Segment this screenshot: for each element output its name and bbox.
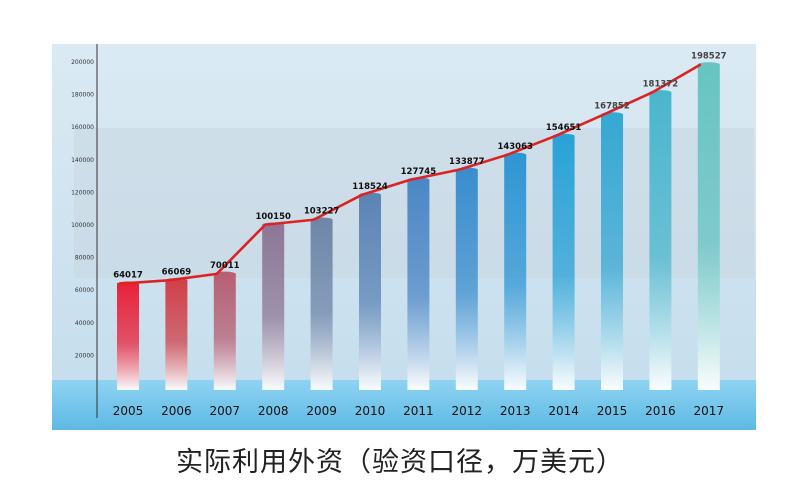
x-tick-label: 2006 bbox=[161, 404, 192, 418]
data-label: 154651 bbox=[546, 123, 582, 133]
data-label: 127745 bbox=[401, 167, 437, 177]
bar-2015 bbox=[601, 114, 623, 390]
bar-2016 bbox=[649, 92, 672, 390]
bar-2011 bbox=[407, 179, 430, 390]
y-tick-label: 40000 bbox=[75, 320, 94, 327]
y-tick-label: 200000 bbox=[71, 59, 94, 66]
y-tick-label: 20000 bbox=[75, 352, 94, 359]
y-tick-label: 160000 bbox=[71, 124, 94, 131]
bar-2008 bbox=[262, 224, 285, 390]
x-tick-label: 2011 bbox=[403, 404, 434, 418]
bar-2007 bbox=[213, 273, 236, 390]
data-label: 167852 bbox=[594, 101, 630, 111]
data-label: 133877 bbox=[449, 157, 485, 167]
data-label: 70011 bbox=[210, 261, 240, 271]
bar-2017 bbox=[697, 64, 720, 390]
x-tick-label: 2016 bbox=[645, 404, 676, 418]
bar-2009 bbox=[310, 219, 333, 390]
x-tick-label: 2017 bbox=[694, 404, 725, 418]
y-tick-label: 60000 bbox=[75, 287, 94, 294]
x-tick-label: 2010 bbox=[355, 404, 386, 418]
data-label: 103227 bbox=[304, 207, 340, 217]
data-label: 64017 bbox=[113, 271, 143, 281]
bar-cap bbox=[697, 62, 720, 67]
x-tick-label: 2014 bbox=[548, 404, 579, 418]
x-tick-label: 2013 bbox=[500, 404, 531, 418]
x-tick-label: 2015 bbox=[597, 404, 628, 418]
data-label: 198527 bbox=[691, 51, 727, 61]
data-label: 118524 bbox=[352, 182, 388, 192]
bar-2014 bbox=[552, 135, 575, 390]
data-label: 181372 bbox=[643, 79, 679, 89]
y-tick-label: 180000 bbox=[71, 92, 94, 99]
bar-2005 bbox=[117, 283, 139, 390]
bar-2010 bbox=[359, 194, 381, 390]
data-label: 143063 bbox=[497, 142, 533, 152]
y-tick-label: 120000 bbox=[71, 189, 94, 196]
y-tick-label: 100000 bbox=[71, 222, 94, 229]
data-label: 100150 bbox=[255, 212, 291, 222]
x-tick-label: 2008 bbox=[258, 404, 289, 418]
x-tick-label: 2005 bbox=[113, 404, 144, 418]
chart-caption: 实际利用外资（验资口径，万美元） bbox=[176, 447, 624, 478]
bar-2006 bbox=[165, 280, 188, 390]
y-tick-label: 80000 bbox=[75, 255, 94, 262]
trend-line bbox=[119, 63, 702, 285]
bar-2013 bbox=[504, 154, 527, 390]
y-tick-label: 140000 bbox=[71, 157, 94, 164]
x-tick-label: 2007 bbox=[210, 404, 241, 418]
data-label: 66069 bbox=[162, 267, 192, 277]
bar-2012 bbox=[455, 169, 478, 390]
x-tick-label: 2009 bbox=[306, 404, 337, 418]
x-tick-label: 2012 bbox=[452, 404, 483, 418]
